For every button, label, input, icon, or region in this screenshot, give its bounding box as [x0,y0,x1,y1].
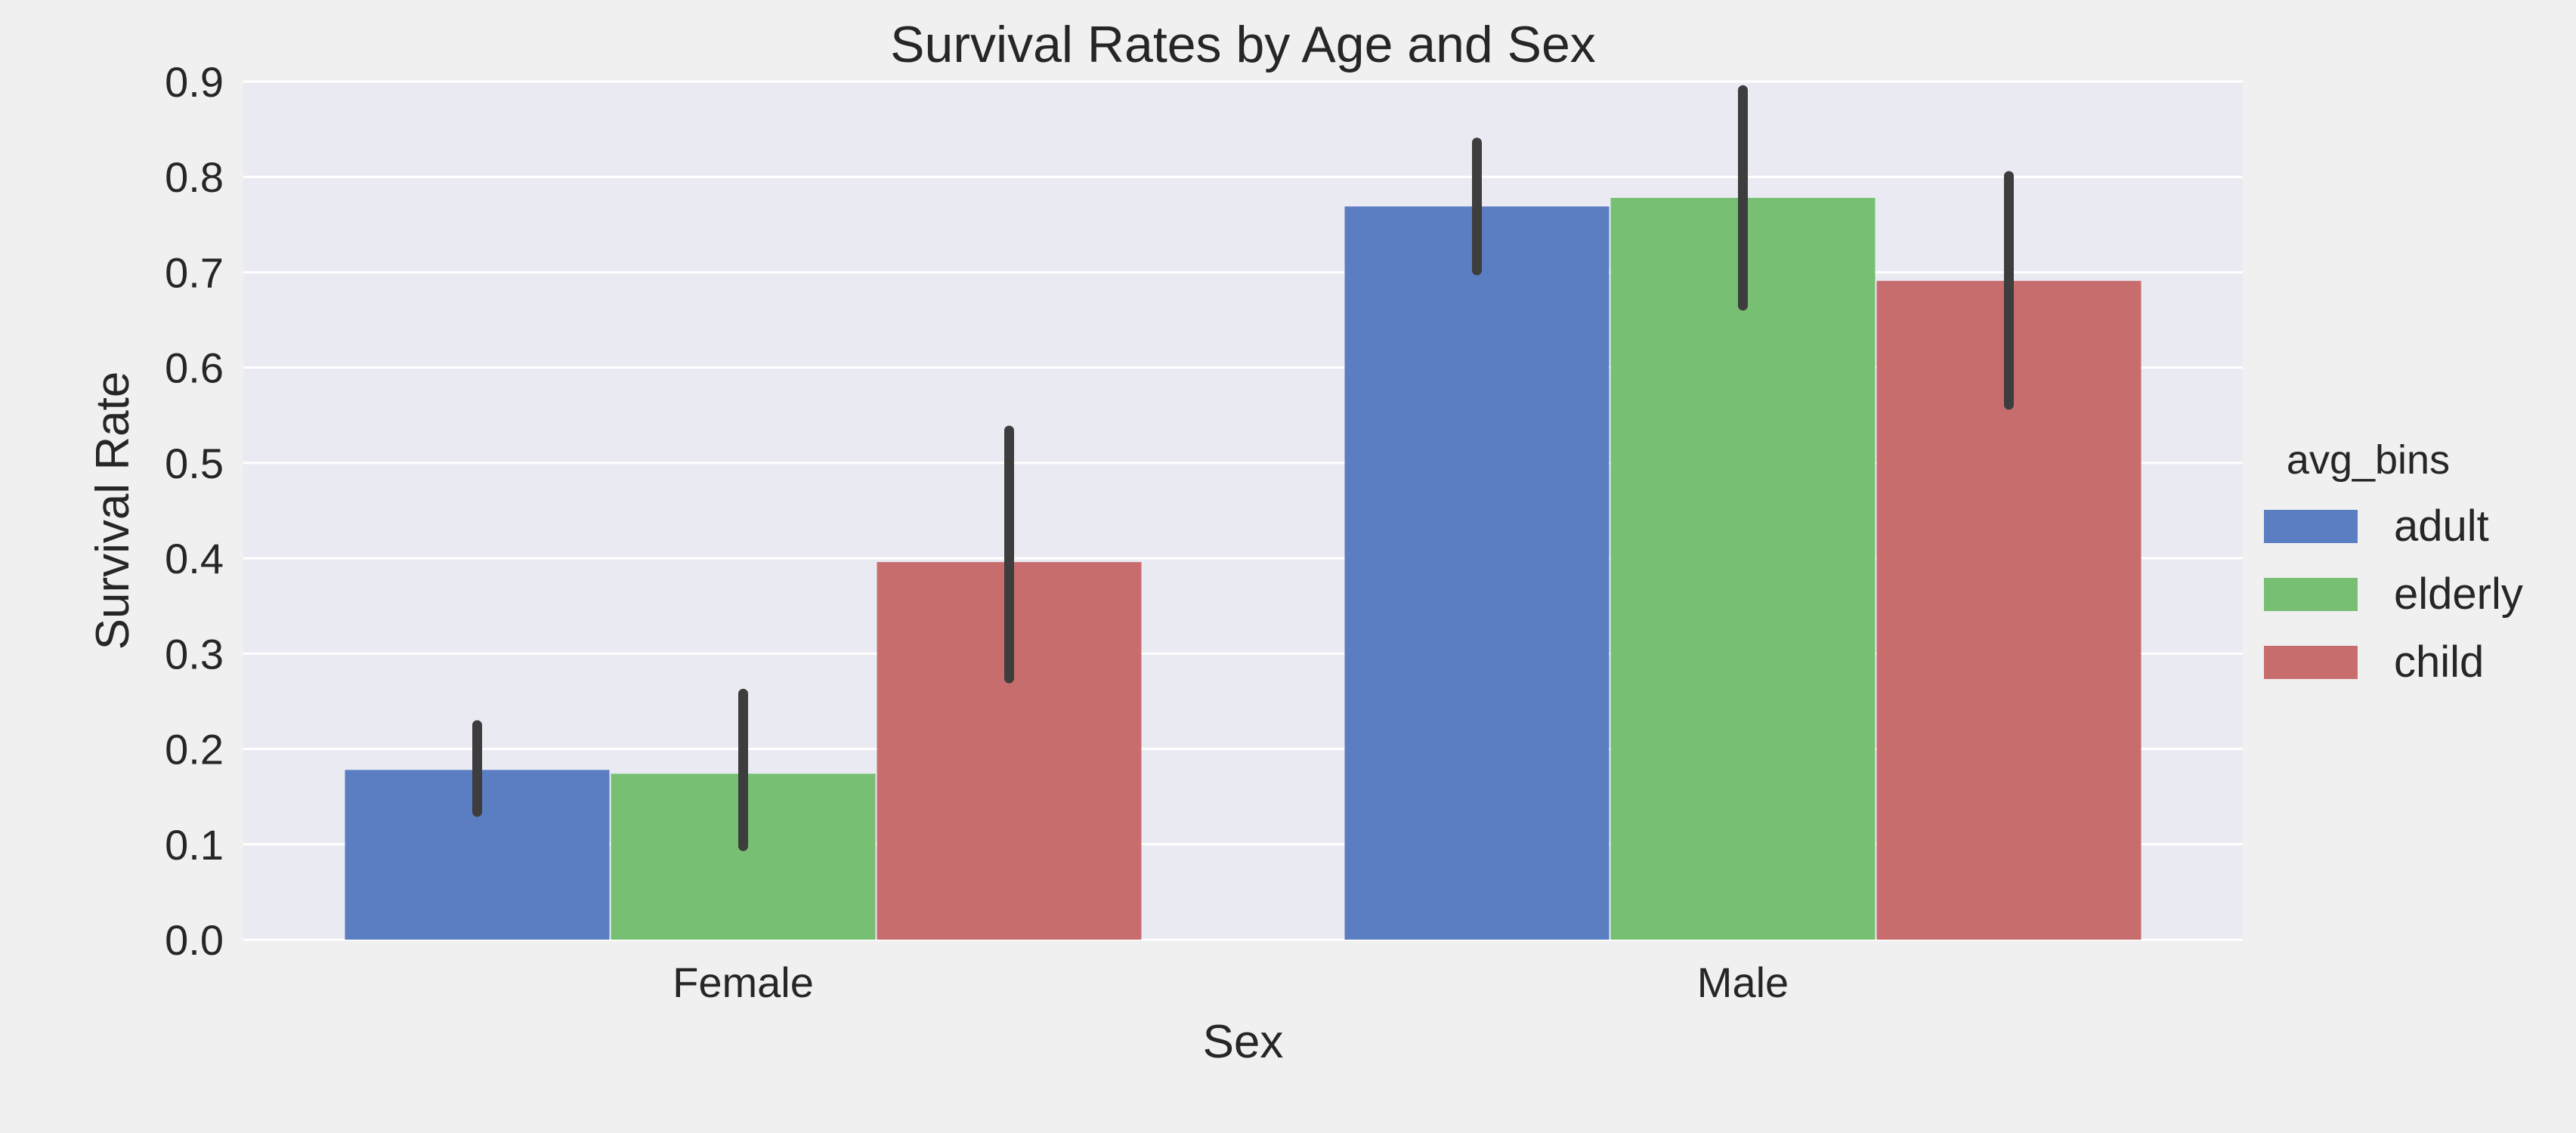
legend-label-child: child [2394,638,2484,687]
y-tick-label: 0.7 [165,249,224,296]
y-tick-label: 0.4 [165,535,224,582]
y-tick-label: 0.9 [165,58,224,106]
bar-elderly-male [1610,197,1876,940]
x-tick-label: Female [673,959,814,1006]
y-tick-label: 0.6 [165,344,224,392]
y-tick-label: 0.3 [165,630,224,678]
legend-swatch-child [2264,646,2358,679]
bars [345,197,2142,940]
x-tick-label: Male [1697,959,1789,1006]
y-tick-label: 0.1 [165,821,224,869]
y-tick-label: 0.8 [165,153,224,201]
legend-label-elderly: elderly [2394,570,2523,619]
legend: avg_bins adult elderly child [2264,437,2523,687]
legend-title: avg_bins [2287,437,2450,483]
x-axis-label: Sex [1203,1016,1284,1068]
y-tick-label: 0.5 [165,440,224,487]
bar-adult-male [1344,206,1610,940]
y-axis-label: Survival Rate [87,372,139,650]
error-bars [472,85,2014,851]
x-axis-ticks: Female Male [673,959,1789,1006]
legend-label-adult: adult [2394,502,2489,551]
y-axis-ticks: 0.0 0.1 0.2 0.3 0.4 0.5 0.6 0.7 0.8 0.9 [165,58,224,964]
chart-title: Survival Rates by Age and Sex [890,16,1596,73]
legend-swatch-adult [2264,510,2358,543]
y-tick-label: 0.0 [165,916,224,964]
legend-swatch-elderly [2264,578,2358,611]
y-tick-label: 0.2 [165,726,224,773]
